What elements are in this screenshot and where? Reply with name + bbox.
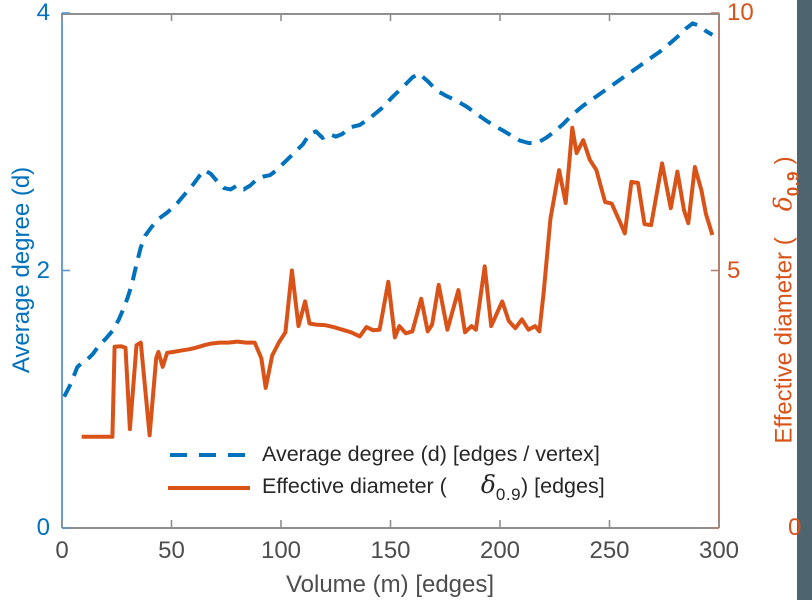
legend: Average degree (d) [edges / vertex] Effe…	[168, 438, 605, 504]
dashed-line-sample	[170, 452, 250, 457]
x-tick-label: 100	[260, 537, 302, 564]
right-axis-label-text: Effective diameter (	[770, 237, 798, 444]
window-edge-band	[797, 0, 812, 600]
x-tick-label: 0	[55, 537, 69, 564]
x-tick-label: 150	[370, 537, 411, 564]
series-line-average-degree	[62, 21, 714, 398]
x-tick-label: 300	[698, 537, 740, 564]
right-tick-label: 0	[788, 514, 802, 541]
delta-subscript: 0.9	[783, 171, 803, 197]
x-tick-label: 250	[589, 537, 630, 564]
left-tick-label: 0	[36, 514, 50, 541]
x-tick-label: 50	[158, 537, 185, 564]
solid-line-sample	[168, 485, 250, 490]
left-tick-label: 2	[36, 256, 50, 284]
legend-label-effective-diameter: Effective diameter (δ0.9) [edges]	[262, 470, 605, 504]
left-tick-label: 4	[36, 0, 50, 26]
series-line-effective-diameter	[81, 125, 715, 439]
right-tick-label: 10	[727, 0, 754, 26]
right-axis-label: Effective diameter ( δ0.9 )	[769, 156, 804, 443]
right-tick-label: 5	[727, 256, 741, 284]
legend-row-effective-diameter: Effective diameter (δ0.9) [edges]	[168, 470, 605, 504]
legend-label-average-degree: Average degree (d) [edges / vertex]	[262, 442, 600, 466]
x-tick-label: 200	[479, 537, 521, 564]
left-axis-label: Average degree (d)	[8, 166, 35, 374]
right-axis-label-close: )	[770, 156, 798, 165]
delta-symbol: δ	[768, 196, 798, 212]
legend-row-average-degree: Average degree (d) [edges / vertex]	[168, 438, 605, 471]
x-axis-label: Volume (m) [edges]	[285, 571, 495, 598]
